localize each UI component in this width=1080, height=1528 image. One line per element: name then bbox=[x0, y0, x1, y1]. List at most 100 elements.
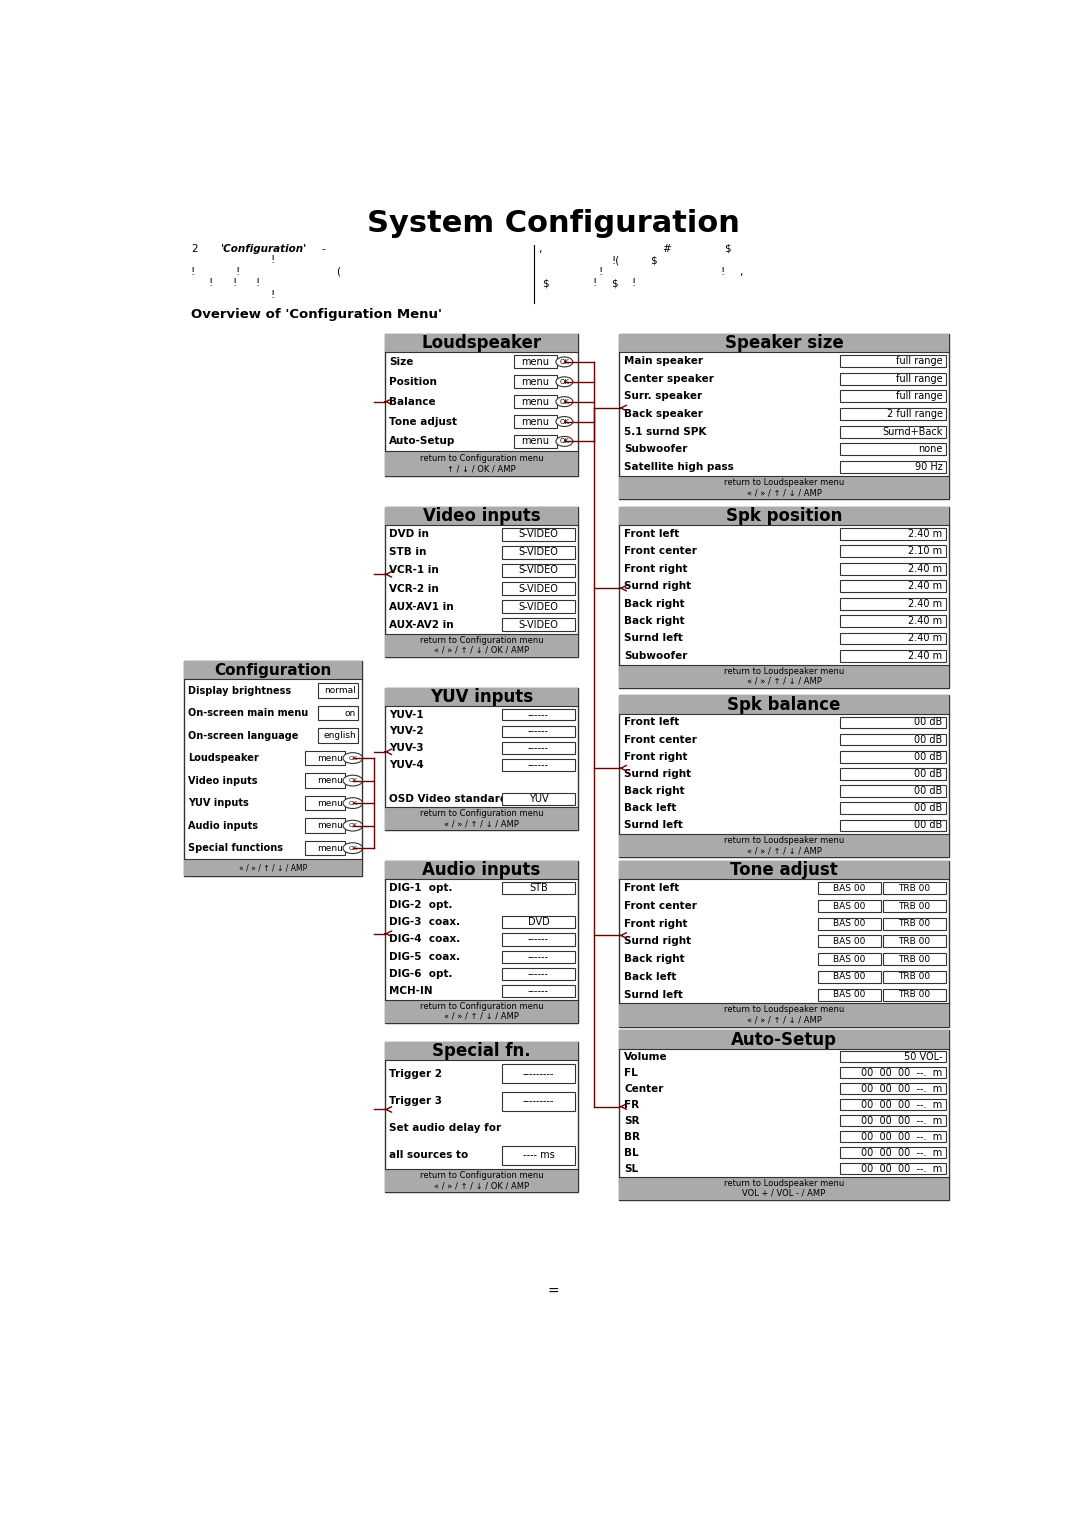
Ellipse shape bbox=[556, 437, 572, 446]
Text: ------: ------ bbox=[528, 726, 549, 736]
Text: all sources to: all sources to bbox=[389, 1151, 469, 1160]
Bar bbox=[384, 807, 578, 830]
Text: Configuration: Configuration bbox=[214, 663, 332, 677]
Text: 00  00  00  --.  m: 00 00 00 --. m bbox=[862, 1100, 943, 1109]
Text: !: ! bbox=[232, 278, 237, 289]
Text: 00 dB: 00 dB bbox=[915, 821, 943, 830]
Bar bbox=[501, 601, 576, 613]
Text: 00  00  00  --.  m: 00 00 00 --. m bbox=[862, 1068, 943, 1077]
Bar bbox=[619, 475, 948, 500]
Ellipse shape bbox=[556, 358, 572, 367]
Text: 00 dB: 00 dB bbox=[915, 804, 943, 813]
Text: !: ! bbox=[235, 267, 240, 277]
Text: ------: ------ bbox=[528, 986, 549, 996]
Text: OK: OK bbox=[348, 824, 357, 828]
Bar bbox=[501, 1091, 576, 1111]
Bar bbox=[501, 743, 576, 755]
Bar bbox=[501, 934, 576, 946]
Text: OK: OK bbox=[559, 359, 569, 365]
Text: Center speaker: Center speaker bbox=[624, 373, 714, 384]
Text: Back right: Back right bbox=[624, 785, 685, 796]
Text: TRB 00: TRB 00 bbox=[899, 920, 931, 927]
Text: OK: OK bbox=[348, 778, 357, 782]
Bar bbox=[840, 426, 946, 437]
Bar bbox=[501, 882, 576, 894]
Text: YUV-3: YUV-3 bbox=[389, 743, 423, 753]
Bar bbox=[619, 834, 948, 857]
Text: YUV-2: YUV-2 bbox=[389, 726, 423, 736]
Text: Tone adjust: Tone adjust bbox=[730, 862, 838, 879]
Text: return to Loudspeaker menu: return to Loudspeaker menu bbox=[724, 666, 845, 675]
Text: ↑ / ↓ / OK / AMP: ↑ / ↓ / OK / AMP bbox=[447, 465, 516, 474]
Bar bbox=[501, 709, 576, 721]
Bar bbox=[318, 706, 359, 720]
Text: !: ! bbox=[720, 267, 725, 277]
Bar bbox=[840, 1051, 946, 1062]
Bar bbox=[501, 564, 576, 576]
Text: Set audio delay for: Set audio delay for bbox=[389, 1123, 501, 1134]
Bar bbox=[514, 435, 556, 448]
Bar bbox=[619, 333, 948, 500]
Text: 00 dB: 00 dB bbox=[915, 735, 943, 744]
Text: BAS 00: BAS 00 bbox=[834, 990, 866, 999]
Text: Audio inputs: Audio inputs bbox=[422, 862, 541, 879]
Bar bbox=[514, 356, 556, 368]
Text: !: ! bbox=[271, 255, 275, 266]
Text: DIG-1  opt.: DIG-1 opt. bbox=[389, 883, 453, 892]
Bar bbox=[840, 562, 946, 575]
Text: S-VIDEO: S-VIDEO bbox=[518, 602, 558, 611]
Text: ------: ------ bbox=[528, 709, 549, 720]
Text: ---------: --------- bbox=[523, 1070, 554, 1079]
Text: Surnd right: Surnd right bbox=[624, 581, 691, 591]
Bar bbox=[619, 1030, 948, 1048]
Text: TRB 00: TRB 00 bbox=[899, 937, 931, 946]
Ellipse shape bbox=[343, 843, 363, 854]
Text: S-VIDEO: S-VIDEO bbox=[518, 620, 558, 630]
Text: Front left: Front left bbox=[624, 529, 679, 539]
Text: VCR-1 in: VCR-1 in bbox=[389, 565, 438, 576]
Text: Position: Position bbox=[389, 377, 437, 387]
Bar bbox=[840, 354, 946, 367]
Text: TRB 00: TRB 00 bbox=[899, 883, 931, 892]
Bar bbox=[318, 729, 359, 743]
Bar bbox=[619, 695, 948, 714]
Bar bbox=[384, 860, 578, 880]
Text: TRB 00: TRB 00 bbox=[899, 972, 931, 981]
Text: OK: OK bbox=[559, 379, 569, 385]
Text: menu: menu bbox=[316, 821, 342, 830]
Bar bbox=[819, 989, 881, 1001]
Text: ------: ------ bbox=[528, 969, 549, 979]
Text: YUV inputs: YUV inputs bbox=[188, 798, 248, 808]
Text: return to Configuration menu: return to Configuration menu bbox=[420, 636, 543, 645]
Text: OK: OK bbox=[348, 801, 357, 805]
Text: Back right: Back right bbox=[624, 599, 685, 608]
Ellipse shape bbox=[556, 397, 572, 406]
Text: Front left: Front left bbox=[624, 718, 679, 727]
Text: Front center: Front center bbox=[624, 547, 697, 556]
Text: return to Configuration menu: return to Configuration menu bbox=[420, 454, 543, 463]
Text: DIG-5  coax.: DIG-5 coax. bbox=[389, 952, 460, 961]
Bar bbox=[514, 396, 556, 408]
Text: ,: , bbox=[538, 244, 541, 254]
Bar bbox=[501, 917, 576, 929]
Bar bbox=[318, 683, 359, 698]
Text: 2.40 m: 2.40 m bbox=[908, 564, 943, 575]
Text: OSD Video standard: OSD Video standard bbox=[389, 793, 508, 804]
Bar bbox=[384, 860, 578, 1022]
Text: SR: SR bbox=[624, 1115, 639, 1126]
Text: Front center: Front center bbox=[624, 735, 697, 744]
Bar bbox=[819, 900, 881, 912]
Bar bbox=[501, 726, 576, 738]
Bar bbox=[819, 970, 881, 983]
Ellipse shape bbox=[343, 821, 363, 831]
Text: BAS 00: BAS 00 bbox=[834, 937, 866, 946]
Text: S-VIDEO: S-VIDEO bbox=[518, 547, 558, 558]
Text: Surnd left: Surnd left bbox=[624, 821, 683, 830]
Bar bbox=[840, 1148, 946, 1158]
Bar bbox=[501, 1146, 576, 1164]
Ellipse shape bbox=[343, 775, 363, 785]
Text: Auto-Setup: Auto-Setup bbox=[389, 437, 456, 446]
Text: Front center: Front center bbox=[624, 902, 697, 911]
Bar bbox=[384, 507, 578, 526]
Text: Tone adjust: Tone adjust bbox=[389, 417, 457, 426]
